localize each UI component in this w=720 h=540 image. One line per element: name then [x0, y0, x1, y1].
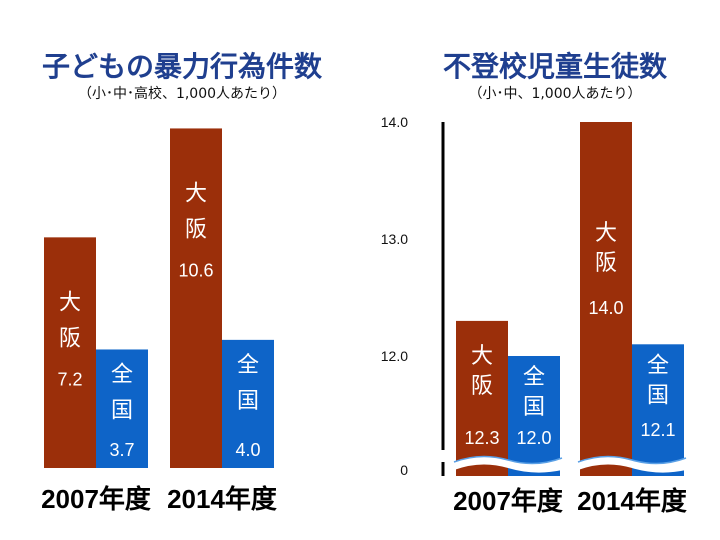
right-value-label-0-1: 14.0 — [588, 298, 623, 318]
right-axis-break-1 — [578, 456, 686, 473]
right-chart-axis: 0 12.0 13.0 14.0 — [381, 114, 445, 478]
right-y-tick-label-2: 13.0 — [381, 231, 408, 247]
left-category-label-0: 2007年度 — [41, 484, 151, 514]
right-axis-break-line-1 — [577, 455, 687, 465]
left-value-label-1-0: 3.7 — [109, 440, 134, 460]
left-chart-title: 子どもの暴力行為件数 — [42, 50, 323, 83]
right-axis-break-0 — [454, 456, 562, 473]
left-value-label-1-1: 4.0 — [235, 440, 260, 460]
right-chart-title: 不登校児童生徒数 — [443, 50, 668, 83]
left-series-label-0-1-0: 大 — [185, 181, 207, 206]
right-series-label-1-0-1: 国 — [523, 395, 545, 420]
left-series-label-0-1-1: 阪 — [185, 217, 207, 242]
right-value-label-1-1: 12.1 — [640, 420, 675, 440]
right-value-label-1-0: 12.0 — [516, 428, 551, 448]
left-bar-osaka-0 — [44, 237, 96, 468]
right-bar-national-1 — [632, 344, 684, 476]
right-bar-osaka-1 — [580, 122, 632, 476]
right-chart-subtitle: （小･中、1,000人あたり） — [468, 86, 641, 102]
right-series-label-0-0-0: 大 — [471, 344, 493, 369]
left-bar-national-0 — [96, 349, 148, 468]
left-series-label-1-0-1: 国 — [111, 398, 133, 423]
left-series-label-1-1-1: 国 — [237, 389, 259, 414]
right-axis-break-line-0 — [453, 455, 563, 465]
right-category-label-1: 2014年度 — [577, 486, 687, 516]
left-value-label-0-1: 10.6 — [178, 260, 213, 280]
left-category-label-1: 2014年度 — [167, 484, 277, 514]
left-series-label-0-0-1: 阪 — [59, 326, 81, 351]
right-series-label-0-1-1: 阪 — [595, 251, 617, 276]
right-series-label-0-0-1: 阪 — [471, 374, 493, 399]
right-y-tick-label-3: 14.0 — [381, 114, 408, 130]
left-value-label-0-0: 7.2 — [57, 369, 82, 389]
left-series-label-0-0-0: 大 — [59, 290, 81, 315]
right-series-label-1-1-1: 国 — [647, 383, 669, 408]
right-bar-national-0 — [508, 356, 560, 476]
right-series-label-1-1-0: 全 — [647, 353, 669, 378]
right-series-label-1-0-0: 全 — [523, 365, 545, 390]
right-value-label-0-0: 12.3 — [464, 428, 499, 448]
right-y-tick-label-1: 12.0 — [381, 348, 408, 364]
left-bar-national-1 — [222, 339, 274, 468]
right-series-label-0-1-0: 大 — [595, 221, 617, 246]
right-y-tick-label-0: 0 — [400, 462, 408, 478]
left-bar-osaka-1 — [170, 128, 222, 468]
left-series-label-1-0-0: 全 — [111, 362, 133, 387]
left-chart-subtitle: （小･中･高校、1,000人あたり） — [78, 85, 286, 102]
right-category-label-0: 2007年度 — [453, 486, 563, 516]
left-series-label-1-1-0: 全 — [237, 353, 259, 378]
right-bar-osaka-0 — [456, 320, 508, 476]
